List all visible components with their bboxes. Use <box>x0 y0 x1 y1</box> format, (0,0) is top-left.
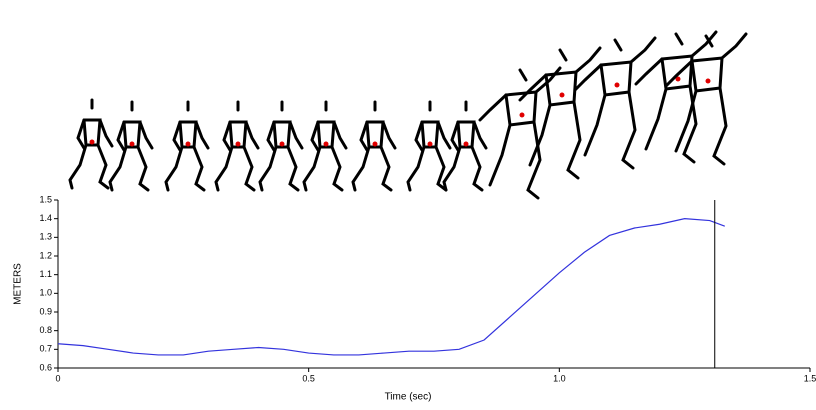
x-tick-label: 0 <box>55 373 60 383</box>
x-axis-label: Time (sec) <box>385 392 432 403</box>
x-tick-label: 0.5 <box>302 373 315 383</box>
y-tick-label: 1.1 <box>39 269 52 279</box>
data-line <box>57 218 725 356</box>
stick-figures <box>68 30 748 200</box>
x-tick-label: 1.5 <box>804 373 816 383</box>
y-tick-label: 1.3 <box>39 232 52 242</box>
y-tick-label: 1.4 <box>39 213 52 223</box>
y-axis-label: METERS <box>13 263 24 305</box>
y-tick-label: 0.7 <box>39 344 52 354</box>
y-tick-label: 0.6 <box>39 362 52 372</box>
y-tick-label: 1.5 <box>39 194 52 204</box>
x-tick-label: 1.0 <box>553 373 566 383</box>
y-tick-label: 0.8 <box>39 325 52 335</box>
y-tick-label: 0.9 <box>39 306 52 316</box>
y-tick-label: 1.2 <box>39 250 52 260</box>
y-tick-label: 1.0 <box>39 288 52 298</box>
